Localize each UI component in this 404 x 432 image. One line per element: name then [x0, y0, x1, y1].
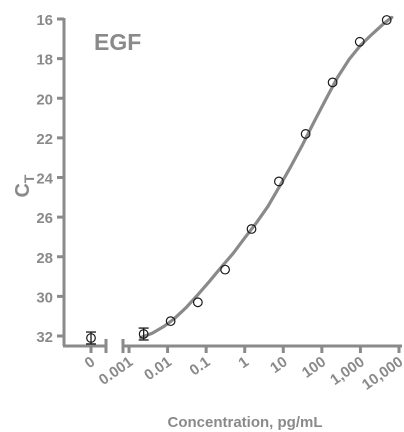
y-tick-label: 28 — [36, 250, 53, 267]
y-tick-label: 32 — [36, 329, 53, 346]
data-points-group — [86, 15, 392, 345]
x-tick-label: 0.001 — [96, 353, 137, 388]
data-point — [354, 36, 365, 47]
data-point — [246, 224, 257, 234]
y-tick-label: 30 — [36, 289, 53, 306]
y-tick-label: 18 — [36, 52, 53, 69]
data-point — [381, 15, 392, 25]
data-point — [138, 329, 149, 339]
data-point — [220, 264, 230, 275]
y-tick-label: 22 — [36, 131, 53, 148]
x-tick-label: 0.1 — [187, 353, 214, 379]
data-point — [165, 316, 176, 327]
data-point — [327, 77, 338, 88]
y-axis-title: CT — [12, 174, 37, 197]
x-tick-label: 10,000 — [359, 353, 404, 393]
data-point — [192, 297, 203, 308]
y-tick-label: 24 — [36, 171, 53, 188]
data-point — [300, 129, 311, 139]
fit-curve-group — [139, 15, 394, 340]
x-tick-label: 0.01 — [141, 353, 175, 384]
y-axis-title-main: C — [12, 183, 34, 197]
data-point — [274, 176, 284, 187]
x-tick-label: 100 — [299, 353, 329, 381]
x-tick-label: 1 — [235, 353, 252, 372]
labels-group: EGF Concentration, pg/mL CT — [12, 29, 323, 431]
y-tick-label: 26 — [36, 210, 53, 227]
x-axis-title: Concentration, pg/mL — [168, 414, 323, 431]
chart-title: EGF — [94, 29, 141, 55]
x-tick-label-zero: 0 — [82, 353, 99, 372]
y-tick-label: 20 — [36, 91, 53, 108]
x-tick-label: 10 — [267, 353, 290, 376]
y-tick-label: 16 — [36, 12, 53, 29]
data-point-zero — [86, 333, 96, 343]
y-axis-title-sub: T — [21, 174, 37, 183]
fit-curve — [139, 15, 394, 340]
